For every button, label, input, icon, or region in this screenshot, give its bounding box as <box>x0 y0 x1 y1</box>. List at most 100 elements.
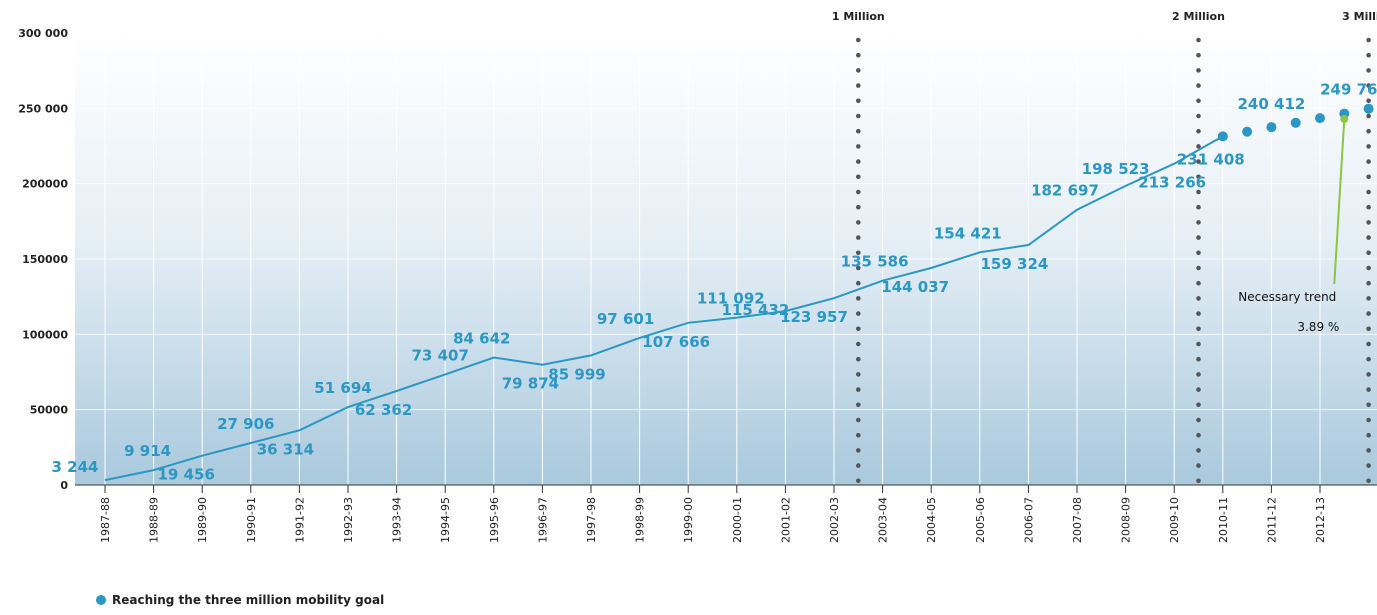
x-tick-label: 1995-96 <box>488 497 501 543</box>
goal-point <box>1363 103 1374 114</box>
milestone-dot <box>856 113 861 119</box>
milestone-dot <box>1196 311 1201 316</box>
milestone-dot <box>1366 235 1371 240</box>
x-tick-label: 1987-88 <box>99 497 112 543</box>
data-label: 154 421 <box>934 224 1002 242</box>
grid <box>75 32 1377 486</box>
data-label: 19 456 <box>157 466 214 484</box>
x-tick-label: 2000-01 <box>731 497 744 543</box>
milestone-dot <box>1366 372 1371 377</box>
x-tick-label: 1988-89 <box>148 497 161 543</box>
x-tick-label: 2007-08 <box>1071 497 1084 543</box>
data-label: 62 362 <box>355 401 412 419</box>
milestone-dot <box>1196 144 1201 149</box>
goal-label: 240 412 <box>1237 95 1305 113</box>
milestone-dot <box>1366 98 1371 104</box>
milestone-label: 2 Million <box>1172 10 1225 23</box>
milestone-dot <box>856 68 861 73</box>
milestone-dot <box>856 478 861 484</box>
data-label: 123 957 <box>780 308 848 326</box>
data-label: 115 432 <box>721 301 789 319</box>
data-label: 97 601 <box>597 310 654 328</box>
milestone-dot <box>1366 311 1371 316</box>
milestone-label: 1 Million <box>832 10 885 23</box>
milestone-dot <box>1196 296 1201 301</box>
milestone-dot <box>1196 113 1201 119</box>
milestone-label: 3 Million <box>1342 10 1377 23</box>
milestone-dot <box>856 387 861 392</box>
data-label: 27 906 <box>217 415 274 433</box>
x-tick-label: 1997-98 <box>585 497 598 543</box>
legend-label: Reaching the three million mobility goal <box>112 593 385 607</box>
data-label: 135 586 <box>841 253 909 271</box>
trend-pointer-line <box>1333 118 1346 285</box>
milestone-dot <box>1196 68 1201 73</box>
data-label: 79 874 <box>502 375 559 393</box>
milestone-dot <box>1366 128 1371 134</box>
milestone-dot <box>1366 174 1371 180</box>
milestone-dot <box>1196 341 1201 347</box>
trend-point <box>1340 114 1349 123</box>
milestone-dot <box>1366 417 1371 423</box>
milestone-dot <box>1196 250 1201 256</box>
milestone-dot <box>856 189 861 195</box>
milestone-dot <box>1196 220 1201 225</box>
milestone-dot <box>1196 326 1201 332</box>
milestone-dot <box>856 311 861 316</box>
milestone-dot <box>1366 356 1371 362</box>
data-label: 73 407 <box>411 346 468 364</box>
milestone-dot <box>856 159 861 164</box>
milestone-dot <box>1366 159 1371 164</box>
series-line <box>104 135 1224 482</box>
milestone-dot <box>1196 478 1201 484</box>
milestone-dot <box>1196 174 1201 180</box>
data-label: 85 999 <box>548 365 605 383</box>
milestone-dot <box>1366 250 1371 256</box>
milestone-markers: 1 Million 2 Million 3 Million <box>832 10 1377 484</box>
x-axis: 1987-88 1988-89 1989-90 1990-91 1991-92 1992-… <box>75 484 1377 543</box>
milestone-dot <box>856 402 861 408</box>
milestone-dot <box>1366 220 1371 225</box>
milestone-dot <box>856 52 861 58</box>
milestone-dot <box>1366 296 1371 301</box>
milestone-dot <box>856 356 861 362</box>
milestone-dot <box>856 235 861 240</box>
milestone-dot <box>1366 144 1371 149</box>
trend-annotation-title: Necessary trend <box>1238 290 1336 304</box>
milestone-dot <box>1366 448 1371 453</box>
data-label: 9 914 <box>124 442 171 460</box>
milestone-dot <box>1366 387 1371 392</box>
milestone-dot <box>1366 83 1371 88</box>
milestone-dot <box>1196 402 1201 408</box>
milestone-dot <box>1366 265 1371 271</box>
data-label: 107 666 <box>642 333 710 351</box>
goal-point <box>1242 126 1253 137</box>
data-label: 144 037 <box>881 278 949 296</box>
milestone-dot <box>856 463 861 468</box>
milestone-dot <box>856 128 861 134</box>
milestone-dot <box>1196 159 1201 164</box>
x-tick-label: 1993-94 <box>391 497 404 543</box>
milestone-dot <box>1196 37 1201 43</box>
y-tick-label: 300 000 <box>18 27 68 40</box>
milestone-dot <box>1196 128 1201 134</box>
milestone-dot <box>1196 189 1201 195</box>
milestone-dot <box>1366 463 1371 468</box>
x-tick-label: 2006-07 <box>1022 497 1035 543</box>
milestone-dot <box>1196 280 1201 286</box>
milestone-dot <box>1366 204 1371 210</box>
goal-point <box>1266 122 1277 133</box>
x-tick-label: 2009-10 <box>1168 497 1181 543</box>
milestone-dot <box>856 174 861 180</box>
milestone-dot <box>1366 68 1371 73</box>
milestone-dot <box>1196 387 1201 392</box>
x-tick-label: 2004-05 <box>925 497 938 543</box>
y-tick-label: 0 <box>60 479 68 492</box>
milestone-dot <box>856 144 861 149</box>
milestone-dot <box>856 432 861 438</box>
milestone-dot <box>1196 204 1201 210</box>
x-tick-label: 1990-91 <box>245 497 258 543</box>
x-tick-label: 1994-95 <box>439 497 452 543</box>
milestone-dot <box>1366 52 1371 58</box>
data-label: 213 266 <box>1138 174 1206 192</box>
